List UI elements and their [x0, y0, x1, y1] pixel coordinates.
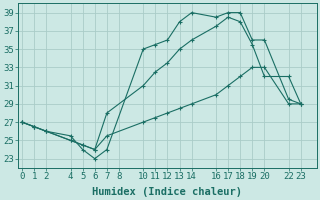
X-axis label: Humidex (Indice chaleur): Humidex (Indice chaleur) [92, 186, 243, 197]
